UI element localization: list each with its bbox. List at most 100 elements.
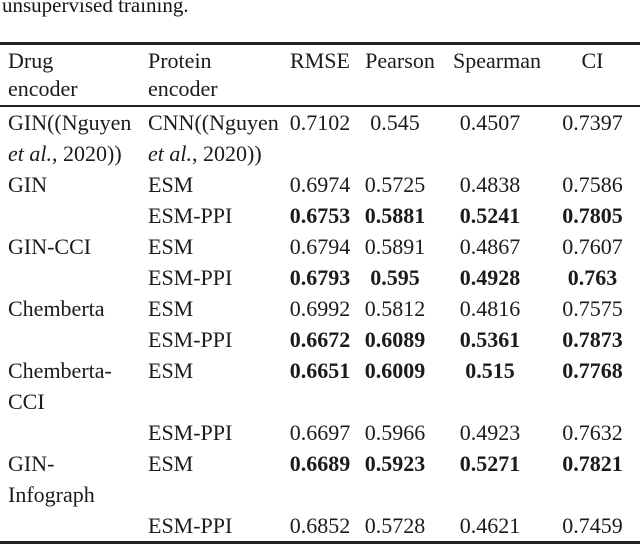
header-text: Protein [148,48,212,73]
protein-encoder-cell: CNN((Nguyen et al., 2020)) [140,106,285,169]
spearman-value: 0.4923 [459,420,521,445]
drug-encoder-cell [0,262,140,293]
drug-encoder-cell: Chemberta- CCI [0,355,140,417]
ci-value: 0.7805 [562,203,623,228]
table-row: ESM-PPI 0.6793 0.595 0.4928 0.763 [0,262,640,293]
spearman-value: 0.4838 [459,172,521,197]
table-row: ESM-PPI 0.6753 0.5881 0.5241 0.7805 [0,200,640,231]
rmse-value: 0.7102 [289,110,351,135]
rmse-value: 0.6992 [289,296,351,321]
citation-et-al: et al. [148,141,192,166]
cell-text: Infograph [8,482,95,507]
protein-encoder-cell: ESM-PPI [148,203,233,228]
ci-value: 0.763 [567,265,618,290]
pearson-value: 0.5966 [364,420,426,445]
spearman-value: 0.515 [465,358,515,383]
col-header-rmse: RMSE [285,43,355,107]
header-row: Drug encoder Protein encoder RMSE Pearson … [0,43,640,107]
ci-value: 0.7459 [562,513,623,538]
rmse-value: 0.6753 [289,203,351,228]
cell-text: GIN- [8,451,55,476]
citation-et-al: et al. [8,141,52,166]
ci-value: 0.7632 [562,420,623,445]
pearson-value: 0.5881 [364,203,426,228]
pearson-value: 0.5728 [364,513,426,538]
table-row: GIN((Nguyen et al., 2020)) CNN((Nguyen et … [0,106,640,169]
drug-encoder-cell: Chemberta [8,296,105,321]
pearson-value: 0.6089 [364,327,426,352]
pearson-value: 0.5812 [364,296,426,321]
rmse-value: 0.6697 [289,420,351,445]
pearson-value: 0.5725 [364,172,426,197]
table-row: ESM-PPI 0.6672 0.6089 0.5361 0.7873 [0,324,640,355]
protein-encoder-cell: ESM-PPI [148,420,233,445]
rmse-value: 0.6974 [289,172,351,197]
drug-encoder-cell: GIN((Nguyen et al., 2020)) [0,106,140,169]
cell-text: GIN((Nguyen [8,110,132,135]
cell-text: , 2020)) [192,141,262,166]
cell-text: CNN((Nguyen [148,110,279,135]
spearman-value: 0.4507 [459,110,521,135]
ci-value: 0.7821 [562,451,623,476]
pearson-value: 0.545 [370,110,420,135]
protein-encoder-cell: ESM [148,234,194,259]
header-text: encoder [148,76,218,101]
rmse-value: 0.6794 [289,234,351,259]
pearson-value: 0.5891 [364,234,426,259]
table-row: Chemberta ESM 0.6992 0.5812 0.4816 0.757… [0,293,640,324]
rmse-value: 0.6672 [289,327,351,352]
table-row: GIN ESM 0.6974 0.5725 0.4838 0.7586 [0,169,640,200]
header-text: Drug [8,48,54,73]
protein-encoder-cell: ESM [148,172,194,197]
drug-encoder-cell: GIN [8,172,48,197]
drug-encoder-cell [0,417,140,448]
col-header-spearman: Spearman [435,43,545,107]
drug-encoder-cell: GIN-CCI [8,234,92,259]
pearson-value: 0.595 [370,265,420,290]
col-header-drug-encoder: Drug encoder [0,43,140,107]
spearman-value: 0.5271 [459,451,521,476]
table-row: ESM-PPI 0.6697 0.5966 0.4923 0.7632 [0,417,640,448]
protein-encoder-cell: ESM-PPI [148,513,233,538]
protein-encoder-cell: ESM [148,296,194,321]
rmse-value: 0.6793 [289,265,351,290]
protein-encoder-cell: ESM-PPI [148,265,233,290]
header-text: encoder [8,76,78,101]
cell-text: , 2020)) [52,141,122,166]
rmse-value: 0.6651 [289,358,351,383]
ci-value: 0.7397 [562,110,623,135]
table-row: GIN- Infograph ESM 0.6689 0.5923 0.5271 0… [0,448,640,510]
cell-text: CCI [8,389,45,414]
protein-encoder-cell: ESM [148,358,194,383]
spearman-value: 0.4867 [459,234,521,259]
table-row: ESM-PPI 0.6852 0.5728 0.4621 0.7459 [0,510,640,543]
cell-text: Chemberta- [8,358,112,383]
protein-encoder-cell: ESM-PPI [148,327,233,352]
rmse-value: 0.6852 [289,513,351,538]
drug-encoder-cell [0,200,140,231]
col-header-protein-encoder: Protein encoder [140,43,285,107]
ci-value: 0.7575 [562,296,623,321]
spearman-value: 0.4928 [459,265,521,290]
spearman-value: 0.4621 [459,513,521,538]
drug-encoder-cell: GIN- Infograph [0,448,140,510]
spearman-value: 0.5361 [459,327,521,352]
spearman-value: 0.4816 [459,296,521,321]
caption-fragment: unsupervised training. [2,0,189,17]
ci-value: 0.7768 [562,358,623,383]
pearson-value: 0.6009 [364,358,426,383]
pearson-value: 0.5923 [364,451,426,476]
col-header-ci: CI [545,43,640,107]
drug-encoder-cell [0,324,140,355]
ci-value: 0.7586 [562,172,623,197]
results-table: Drug encoder Protein encoder RMSE Pearson … [0,42,640,544]
table-row: GIN-CCI ESM 0.6794 0.5891 0.4867 0.7607 [0,231,640,262]
drug-encoder-cell [0,510,140,543]
table-row: Chemberta- CCI ESM 0.6651 0.6009 0.515 0.… [0,355,640,417]
rmse-value: 0.6689 [289,451,351,476]
protein-encoder-cell: ESM [148,451,194,476]
spearman-value: 0.5241 [459,203,521,228]
ci-value: 0.7873 [562,327,623,352]
ci-value: 0.7607 [562,234,623,259]
